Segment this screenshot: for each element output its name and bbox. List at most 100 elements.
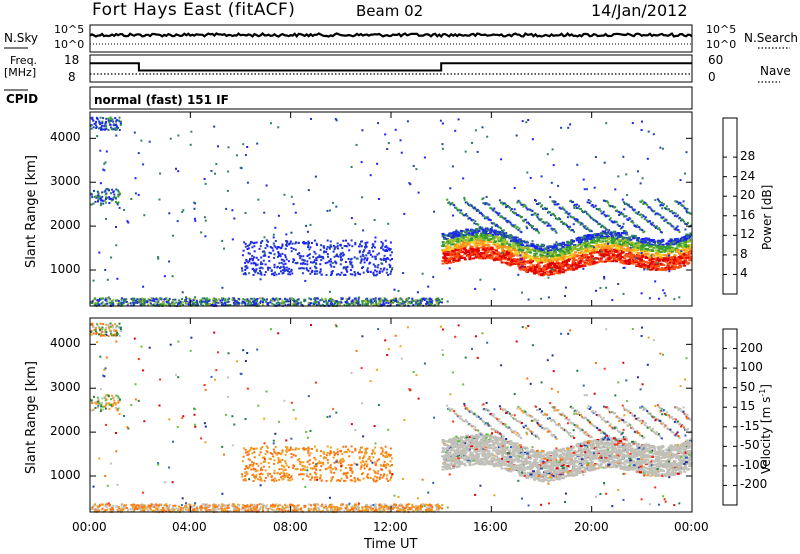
scatter-pixel	[625, 249, 629, 252]
scatter-pixel	[487, 218, 490, 221]
scatter-pixel	[188, 297, 191, 300]
scatter-pixel	[112, 124, 115, 127]
scatter-pixel	[157, 300, 160, 303]
scatter-pixel	[104, 122, 107, 125]
scatter-pixel	[550, 253, 554, 256]
scatter-pixel	[686, 223, 688, 225]
scatter-pixel	[105, 117, 108, 120]
scatter-pixel	[521, 248, 525, 251]
scatter-pixel	[305, 267, 308, 270]
scatter-pixel	[448, 201, 451, 204]
scatter-pixel	[284, 262, 287, 265]
scatter-pixel	[446, 240, 450, 243]
scatter-pixel	[289, 273, 292, 276]
scatter-pixel	[682, 253, 686, 255]
scatter-pixel	[119, 124, 122, 126]
scatter-pixel	[515, 134, 518, 137]
scatter-pixel	[634, 259, 638, 262]
scatter-pixel	[561, 265, 565, 268]
scatter-pixel	[553, 243, 557, 246]
scatter-pixel	[603, 277, 606, 280]
scatter-pixel	[214, 172, 216, 175]
scatter-pixel	[501, 239, 505, 242]
scatter-pixel	[365, 254, 368, 257]
scatter-pixel	[531, 257, 535, 260]
scatter-pixel	[662, 147, 664, 150]
scatter-pixel	[253, 300, 256, 303]
scatter-pixel	[275, 297, 278, 300]
scatter-pixel	[505, 219, 508, 222]
scatter-pixel	[676, 237, 679, 240]
scatter-pixel	[623, 266, 626, 269]
scatter-pixel	[583, 264, 587, 267]
scatter-pixel	[347, 257, 350, 260]
scatter-pixel	[219, 299, 222, 302]
scatter-pixel	[497, 256, 501, 259]
scatter-pixel	[629, 246, 632, 249]
scatter-pixel	[460, 248, 464, 250]
scatter-pixel	[252, 267, 255, 270]
scatter-pixel	[629, 256, 633, 259]
scatter-pixel	[521, 203, 524, 206]
scatter-pixel	[618, 240, 622, 243]
scatter-pixel	[272, 236, 275, 239]
scatter-pixel	[565, 248, 569, 251]
scatter-pixel	[352, 303, 355, 306]
scatter-pixel	[656, 257, 660, 260]
scatter-pixel	[625, 215, 628, 218]
scatter-pixel	[262, 299, 265, 302]
scatter-pixel	[441, 249, 445, 252]
scatter-pixel	[473, 252, 477, 255]
scatter-pixel	[610, 255, 614, 258]
scatter-pixel	[203, 297, 206, 300]
scatter-pixel	[477, 209, 480, 212]
scatter-pixel	[346, 265, 349, 268]
scatter-pixel	[471, 141, 473, 144]
scatter-pixel	[500, 261, 504, 264]
scatter-pixel	[269, 266, 272, 269]
scatter-pixel	[568, 241, 572, 244]
scatter-pixel	[367, 300, 370, 302]
scatter-pixel	[348, 296, 351, 299]
scatter-pixel	[654, 241, 656, 244]
scatter-pixel	[158, 298, 161, 301]
scatter-pixel	[502, 229, 505, 232]
scatter-pixel	[101, 195, 104, 198]
scatter-pixel	[652, 258, 656, 261]
scatter-pixel	[591, 255, 594, 258]
scatter-pixel	[670, 246, 674, 249]
scatter-pixel	[251, 259, 254, 262]
scatter-pixel	[482, 243, 486, 245]
scatter-pixel	[572, 257, 576, 260]
scatter-pixel	[555, 261, 559, 264]
scatter-pixel	[290, 246, 293, 249]
scatter-pixel	[333, 255, 336, 258]
scatter-pixel	[208, 304, 211, 307]
scatter-pixel	[192, 303, 195, 305]
scatter-pixel	[108, 301, 111, 304]
scatter-pixel	[558, 264, 562, 267]
scatter-pixel	[656, 198, 659, 201]
scatter-pixel	[522, 240, 526, 243]
scatter-pixel	[659, 245, 663, 248]
scatter-pixel	[616, 248, 620, 251]
scatter-pixel	[203, 178, 206, 180]
scatter-pixel	[492, 231, 496, 234]
scatter-pixel	[546, 274, 550, 276]
scatter-pixel	[462, 248, 466, 251]
scatter-pixel	[613, 250, 617, 253]
scatter-pixel	[532, 245, 536, 248]
scatter-pixel	[387, 222, 390, 225]
scatter-pixel	[606, 241, 610, 243]
scatter-pixel	[421, 272, 424, 275]
scatter-pixel	[374, 236, 377, 239]
scatter-pixel	[460, 234, 464, 236]
scatter-pixel	[116, 299, 119, 302]
scatter-pixel	[486, 216, 489, 219]
scatter-pixel	[550, 258, 554, 261]
scatter-pixel	[500, 256, 504, 259]
scatter-pixel	[443, 259, 447, 262]
scatter-pixel	[550, 245, 554, 248]
scatter-pixel	[194, 303, 197, 306]
scatter-pixel	[506, 263, 510, 266]
